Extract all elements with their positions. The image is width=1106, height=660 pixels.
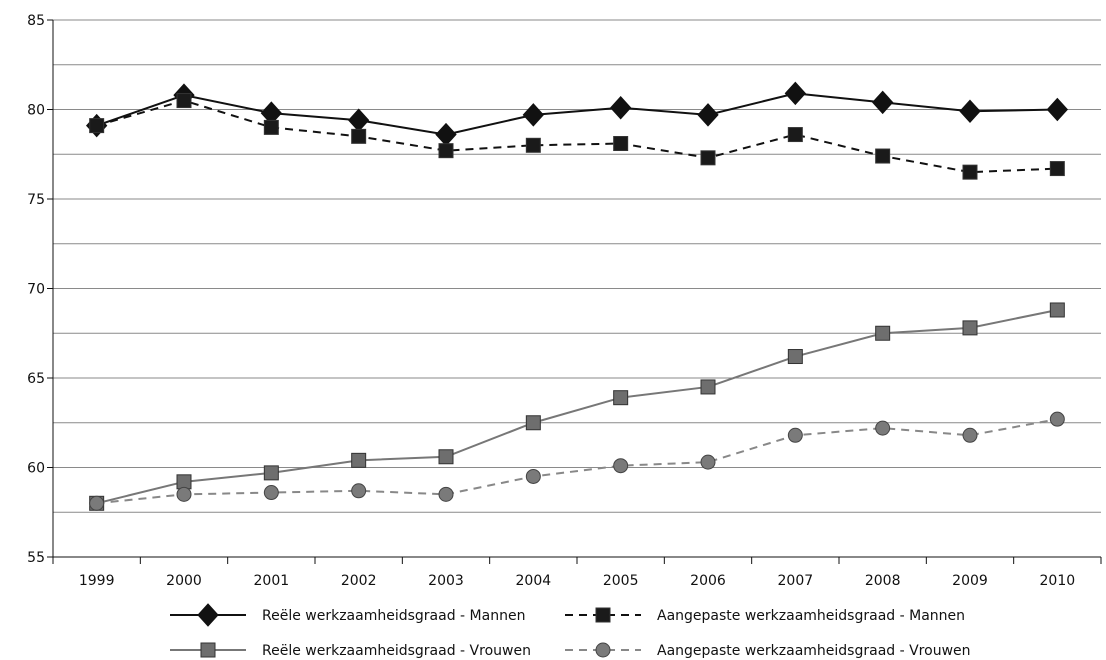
data-point [438, 143, 454, 159]
series [85, 81, 1069, 511]
grid [53, 19, 1101, 513]
legend-label: Reële werkzaamheidsgraad - Mannen [262, 608, 525, 624]
y-tick-label: 85 [27, 13, 45, 29]
data-point [351, 483, 367, 499]
data-point [351, 452, 367, 468]
legend: Reële werkzaamheidsgraad - Mannen Aangepa… [170, 603, 971, 659]
data-point [435, 122, 457, 147]
x-tick-label: 2000 [166, 573, 202, 589]
data-point [871, 90, 894, 115]
legend-marker [197, 603, 219, 627]
y-tick-label: 75 [27, 192, 45, 208]
data-point [176, 93, 192, 109]
data-point [351, 128, 367, 144]
legend-label: Aangepaste werkzaamheidsgraad - Mannen [657, 608, 965, 624]
y-tick-label: 80 [27, 103, 45, 119]
data-point [1046, 97, 1069, 122]
x-tick-label: 2006 [690, 573, 726, 589]
y-tick-label: 70 [27, 282, 45, 298]
data-point [263, 465, 279, 481]
data-point [525, 137, 541, 153]
data-point [787, 127, 803, 143]
x-tick-label: 2004 [516, 573, 552, 589]
data-point [962, 427, 978, 443]
series-line [96, 92, 1058, 136]
series-2 [89, 93, 1065, 180]
axes: 55 60 65 70 75 80 85 1999 2000 2001 2002 2003 2004 20… [27, 13, 1102, 589]
x-tick-label: 2002 [341, 573, 377, 589]
data-point [1049, 302, 1065, 318]
x-tick-label: 1999 [79, 573, 115, 589]
data-point [263, 485, 279, 501]
y-tick-label: 65 [27, 371, 45, 387]
data-point [962, 320, 978, 336]
legend-label: Reële werkzaamheidsgraad - Vrouwen [262, 643, 531, 659]
x-tick-label: 2007 [778, 573, 814, 589]
data-point [525, 468, 541, 484]
data-point [89, 495, 105, 511]
data-point [438, 486, 454, 502]
x-tick-label: 2009 [952, 573, 988, 589]
data-point [700, 454, 716, 470]
y-tick-label: 55 [27, 550, 45, 566]
data-point [613, 390, 629, 406]
series-line [96, 418, 1058, 505]
data-point [263, 119, 279, 135]
legend-label: Aangepaste werkzaamheidsgraad - Vrouwen [657, 643, 971, 659]
x-tick-label: 2010 [1040, 573, 1076, 589]
data-point [525, 415, 541, 431]
data-point [959, 99, 981, 124]
legend-item: Aangepaste werkzaamheidsgraad - Vrouwen [565, 642, 971, 659]
series-4 [89, 411, 1065, 511]
x-tick-label: 2008 [865, 573, 901, 589]
series-line [96, 309, 1058, 505]
data-point [347, 108, 370, 132]
data-point [875, 325, 891, 341]
legend-marker [200, 642, 216, 658]
data-point [697, 103, 719, 127]
legend-item: Aangepaste werkzaamheidsgraad - Mannen [565, 607, 965, 624]
data-point [613, 458, 629, 474]
data-point [89, 118, 105, 134]
x-tick-label: 2005 [603, 573, 639, 589]
series-1 [85, 81, 1069, 147]
data-point [609, 95, 632, 120]
data-point [784, 81, 807, 106]
data-point [522, 103, 545, 127]
data-point [613, 136, 629, 152]
data-point [787, 349, 803, 365]
legend-item: Reële werkzaamheidsgraad - Vrouwen [170, 642, 531, 659]
legend-marker [595, 607, 611, 623]
series-3 [89, 302, 1065, 511]
data-point [438, 449, 454, 465]
data-point [962, 164, 978, 180]
data-point [875, 420, 891, 436]
x-tick-label: 2001 [254, 573, 290, 589]
series-line [96, 99, 1058, 174]
data-point [787, 427, 803, 443]
x-tick-label: 2003 [428, 573, 464, 589]
legend-marker [595, 642, 611, 658]
data-point [176, 486, 192, 502]
data-point [875, 148, 891, 164]
data-point [176, 474, 192, 490]
data-point [1049, 411, 1065, 427]
legend-item: Reële werkzaamheidsgraad - Mannen [170, 603, 525, 627]
data-point [1049, 161, 1065, 177]
data-point [700, 150, 716, 166]
data-point [700, 379, 716, 395]
y-tick-label: 60 [27, 461, 45, 477]
